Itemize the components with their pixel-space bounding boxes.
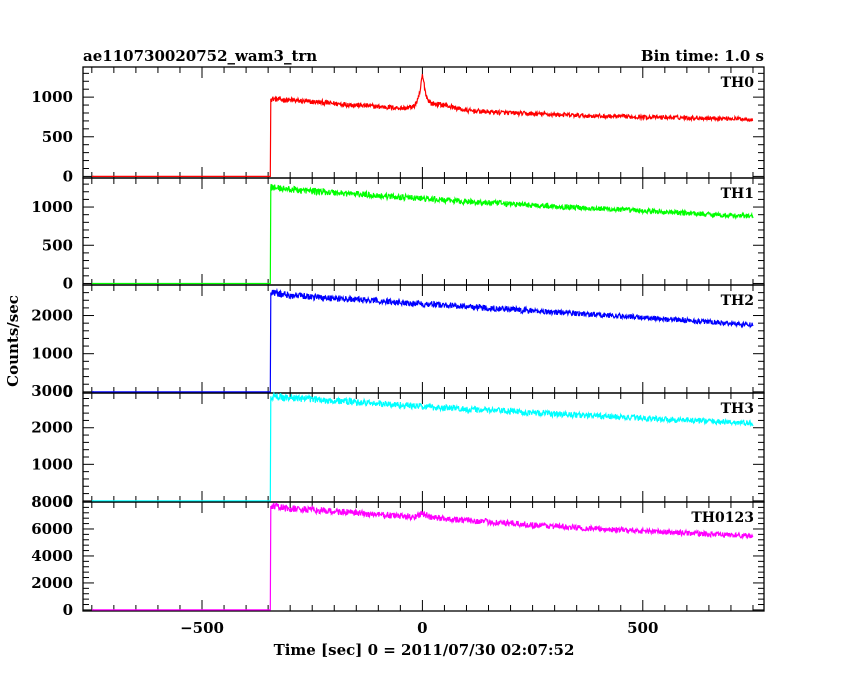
y-tick-label-th0: 500 — [42, 128, 73, 146]
y-tick-label-th0123: 4000 — [31, 547, 73, 565]
panel-label-th3: TH3 — [721, 401, 754, 417]
panel-th0123: 0 2000 4000 6000 8000 TH0123 — [31, 493, 765, 619]
y-tick-label-th0: 0 — [63, 167, 73, 185]
bin-time-label: Bin time: 1.0 s — [641, 47, 764, 65]
y-tick-label-th0: 1000 — [31, 88, 73, 106]
y-tick-label-th0123: 8000 — [31, 493, 73, 511]
y-tick-label-th1: 1000 — [31, 198, 73, 216]
panel-frame-th0123 — [82, 501, 765, 612]
panel-frame-th1 — [82, 177, 765, 286]
series-line-th1 — [91, 183, 754, 285]
panel-th0: 0 500 1000 TH0 — [31, 66, 765, 185]
panel-label-th1: TH1 — [721, 186, 754, 202]
panel-th3: 0 1000 2000 3000 TH3 — [31, 382, 765, 510]
y-tick-label-th2: 2000 — [31, 307, 73, 325]
y-tick-label-th3: 2000 — [31, 419, 73, 437]
series-line-th0 — [91, 74, 754, 177]
chart-title: ae110730020752_wam3_trn — [83, 47, 317, 65]
y-tick-label-th0123: 0 — [63, 601, 73, 619]
panel-label-th0123: TH0123 — [691, 510, 754, 526]
y-axis-title: Counts/sec — [4, 295, 22, 387]
y-tick-label-th2: 1000 — [31, 345, 73, 363]
y-tick-label-th3: 0 — [63, 492, 73, 510]
x-tick-label: −500 — [180, 619, 224, 637]
panel-label-th0: TH0 — [721, 75, 755, 91]
series-line-th3 — [91, 391, 754, 502]
series-line-th0123 — [91, 502, 754, 611]
y-tick-label-th0123: 6000 — [31, 520, 73, 538]
panel-th1: 0 500 1000 TH1 — [31, 177, 765, 292]
panel-th2: 0 1000 2000 TH2 — [31, 284, 765, 401]
x-axis-title: Time [sec] 0 = 2011/07/30 02:07:52 — [274, 641, 575, 659]
x-tick-label: 500 — [627, 619, 658, 637]
y-tick-label-th2: 0 — [63, 383, 73, 401]
y-tick-label-th0123: 2000 — [31, 574, 73, 592]
y-tick-label-th1: 500 — [42, 236, 73, 254]
y-tick-label-th1: 0 — [63, 274, 73, 292]
x-tick-label: 0 — [417, 619, 427, 637]
y-tick-label-th3: 3000 — [31, 382, 73, 400]
panel-label-th2: TH2 — [721, 293, 754, 309]
series-line-th2 — [91, 287, 754, 393]
panels-layer: 0 500 1000 TH0 0 500 1000 TH1 0 1000 2000 TH2 0 1000 2… — [31, 66, 765, 637]
y-tick-label-th3: 1000 — [31, 455, 73, 473]
panel-frame-th0 — [82, 66, 765, 179]
panel-frame-th2 — [82, 284, 765, 394]
